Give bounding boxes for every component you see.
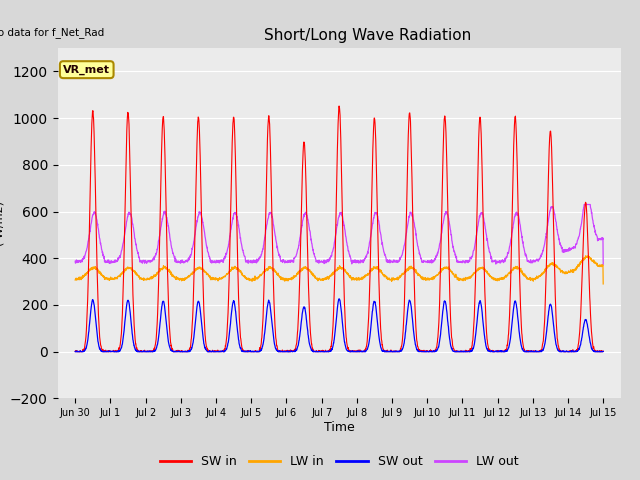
Legend: SW in, LW in, SW out, LW out: SW in, LW in, SW out, LW out xyxy=(155,450,524,473)
Text: No data for f_Net_Rad: No data for f_Net_Rad xyxy=(0,27,104,38)
Text: VR_met: VR_met xyxy=(63,64,110,75)
X-axis label: Time: Time xyxy=(324,421,355,434)
Y-axis label: ( W/m2): ( W/m2) xyxy=(0,201,4,246)
Title: Short/Long Wave Radiation: Short/Long Wave Radiation xyxy=(264,28,471,43)
